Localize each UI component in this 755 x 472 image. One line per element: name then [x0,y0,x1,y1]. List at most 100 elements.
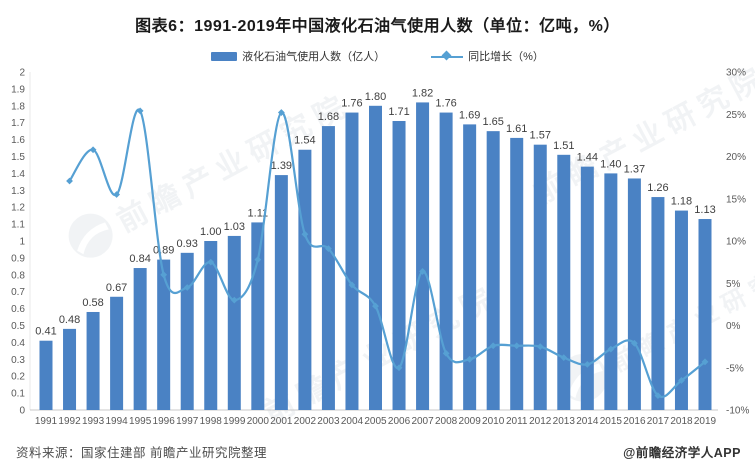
bar-value-label: 1.68 [318,111,339,123]
bar-series-swatch-icon [211,51,238,61]
bar [251,222,265,410]
y-axis-tick-label: 1.3 [11,186,25,197]
y2-axis-tick-label: -10% [726,406,749,417]
line-marker [701,358,709,366]
y-axis-tick-label: 0.3 [11,355,25,366]
bar [204,241,218,410]
bar [463,124,477,410]
bar-value-label: 1.39 [271,160,292,172]
line-marker [489,342,497,350]
bar [110,296,124,410]
credit-note: @前瞻经济学人APP [623,446,741,460]
bar-value-label: 1.26 [647,182,668,194]
bar [416,102,430,411]
line-marker [277,109,285,116]
y-axis-tick-label: 0.7 [11,287,25,298]
y-axis-tick-label: 1 [19,237,25,248]
bar-value-label: 1.57 [530,130,551,142]
bar-value-label: 0.84 [129,253,150,265]
x-axis-tick-label: 1999 [223,416,246,427]
y-axis-tick-label: 0.1 [11,389,25,400]
y2-axis-tick-label: 30% [726,68,746,79]
x-axis-tick-label: 2010 [482,416,505,427]
legend-line-label: 同比增长（%） [468,51,544,63]
line-marker [301,230,309,238]
line-marker [113,191,121,198]
y-axis-tick-label: 0.6 [11,304,25,315]
bar-value-label: 1.40 [600,158,621,170]
bar [345,112,359,410]
y-axis-tick-label: 1.9 [11,84,25,95]
bar [227,235,241,410]
bar-value-label: 1.76 [341,98,362,110]
y-axis-tick-label: 1.1 [11,220,25,231]
bar-value-label: 1.76 [435,98,456,110]
y-axis-tick-label: 1.6 [11,135,25,146]
x-axis-tick-label: 1996 [153,416,176,427]
legend-item-line: 同比增长（%） [431,48,544,64]
x-axis-tick-label: 2016 [623,416,646,427]
bar-value-label: 1.71 [388,106,409,118]
bar [39,340,53,410]
bar [486,131,500,410]
x-axis-tick-label: 2015 [600,416,623,427]
bar-value-label: 0.48 [59,314,80,326]
bar [580,166,594,410]
x-axis-tick-label: 2001 [270,416,293,427]
line-marker [607,345,615,353]
x-axis-tick-label: 2008 [435,416,458,427]
y-axis-tick-label: 1.8 [11,101,25,112]
line-marker [160,271,168,279]
bar [627,178,641,410]
line-marker [207,258,215,266]
x-axis-tick-label: 2017 [647,416,670,427]
line-series-swatch-icon [431,50,464,61]
x-axis-tick-label: 2002 [294,416,317,427]
y2-axis-tick-label: 0% [726,321,741,332]
bar [698,219,712,410]
line-marker [560,354,568,362]
x-axis-tick-label: 2007 [411,416,434,427]
line-marker [513,342,521,350]
line-marker [66,177,73,185]
bar [369,105,382,411]
bar-value-label: 1.00 [200,226,221,238]
chart-legend: 液化石油气使用人数（亿人） 同比增长（%） [0,48,755,64]
x-axis-tick-label: 2012 [529,416,552,427]
y2-axis-tick-label: 15% [726,194,746,205]
bar-value-label: 0.58 [82,297,103,309]
line-marker [654,392,662,400]
line-marker [89,146,97,154]
x-axis-tick-label: 1994 [105,416,128,427]
y-axis-tick-label: 1.7 [11,118,25,129]
x-axis-tick-label: 1997 [176,416,199,427]
x-axis-tick-label: 2013 [553,416,576,427]
bar-value-label: 1.13 [694,204,715,216]
bar-value-label: 1.11 [248,207,269,219]
bar-value-label: 1.61 [506,123,527,135]
chart-title: 图表6：1991-2019年中国液化石油气使用人数（单位：亿吨，%） [135,18,620,35]
bar-value-label: 1.44 [577,152,598,164]
line-marker [325,245,332,253]
bar [180,252,194,410]
line-marker [230,296,238,304]
y-axis-tick-label: 0.9 [11,253,25,264]
bar-value-label: 0.67 [106,282,127,294]
bar [439,112,453,410]
bar [604,173,618,410]
x-axis-tick-label: 2018 [670,416,693,427]
bar-value-label: 1.51 [553,140,574,152]
line-marker [419,268,426,275]
y2-axis-tick-label: 10% [726,237,746,248]
x-axis-tick-label: 2011 [506,416,528,427]
bar [321,126,335,410]
x-axis-tick-label: 2019 [694,416,717,427]
line-marker [466,355,474,363]
y-axis-tick-label: 0 [19,406,25,417]
line-marker [583,360,591,368]
bar-value-label: 1.18 [671,196,692,208]
bar-value-label: 0.41 [35,326,56,338]
bar [274,175,288,410]
x-axis-tick-label: 1995 [129,416,152,427]
x-axis-tick-label: 2000 [247,416,270,427]
